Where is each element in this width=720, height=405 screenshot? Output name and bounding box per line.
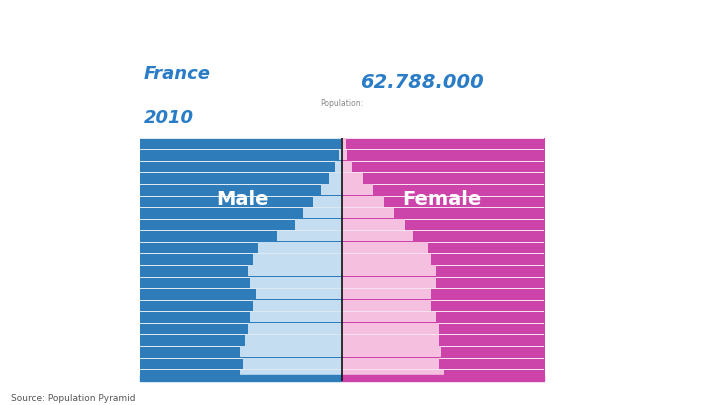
Bar xyxy=(342,242,428,253)
Bar xyxy=(342,138,346,149)
Bar xyxy=(140,375,342,381)
Text: Male: Male xyxy=(216,190,269,209)
Bar xyxy=(313,196,342,207)
Bar xyxy=(342,375,544,381)
Bar xyxy=(342,208,395,218)
Bar xyxy=(240,370,342,380)
Bar xyxy=(329,173,342,183)
Bar xyxy=(245,335,342,345)
Bar xyxy=(342,312,436,322)
Text: 62.788.000: 62.788.000 xyxy=(360,73,484,92)
Bar xyxy=(342,289,431,299)
Bar xyxy=(342,346,441,357)
Bar xyxy=(336,161,342,172)
Bar xyxy=(243,358,342,369)
Bar xyxy=(256,289,342,299)
Bar xyxy=(253,300,342,311)
Bar xyxy=(342,277,436,288)
Bar xyxy=(342,161,353,172)
Bar xyxy=(302,208,342,218)
Bar xyxy=(251,312,342,322)
Bar xyxy=(342,300,431,311)
Bar xyxy=(342,323,439,334)
Bar xyxy=(342,254,431,264)
Bar xyxy=(342,370,444,380)
Bar xyxy=(342,335,439,345)
Text: France: France xyxy=(144,65,211,83)
Bar xyxy=(321,184,342,195)
Bar xyxy=(342,219,405,230)
Bar xyxy=(253,254,342,264)
Bar xyxy=(342,358,439,369)
Text: Population:: Population: xyxy=(320,99,364,108)
Text: Source: Population Pyramid: Source: Population Pyramid xyxy=(11,394,135,403)
Bar xyxy=(342,173,363,183)
Bar xyxy=(295,219,342,230)
Text: POPULATION PYRAMID: POPULATION PYRAMID xyxy=(11,15,240,32)
Bar xyxy=(339,150,342,160)
Text: Female: Female xyxy=(402,190,481,209)
Bar xyxy=(276,231,342,241)
Bar xyxy=(248,265,342,276)
Bar xyxy=(251,277,342,288)
Bar xyxy=(240,346,342,357)
Bar xyxy=(342,265,436,276)
Bar xyxy=(342,184,374,195)
Text: 2010: 2010 xyxy=(144,109,194,127)
Bar xyxy=(258,242,342,253)
Bar xyxy=(342,150,347,160)
Bar xyxy=(248,323,342,334)
Bar xyxy=(342,231,413,241)
Bar xyxy=(341,138,342,149)
Bar xyxy=(342,196,384,207)
